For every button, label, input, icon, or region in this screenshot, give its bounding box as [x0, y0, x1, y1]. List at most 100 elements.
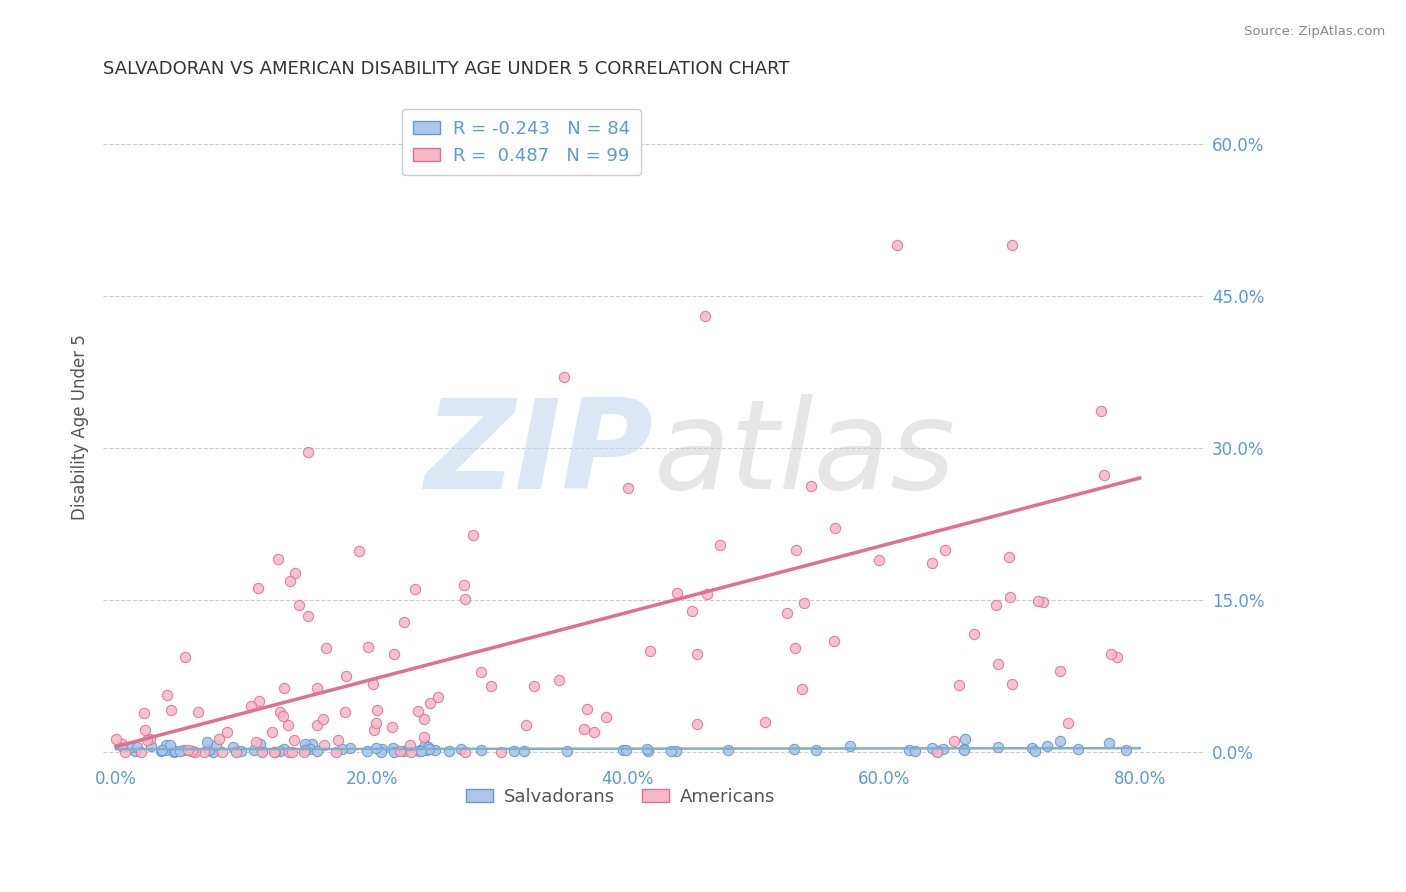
Point — [925, 745, 948, 759]
Point — [305, 718, 328, 732]
Point — [1026, 594, 1049, 608]
Point — [824, 521, 846, 535]
Point — [637, 744, 659, 758]
Point — [363, 723, 385, 737]
Point — [250, 745, 273, 759]
Point — [225, 745, 247, 759]
Point — [392, 744, 415, 758]
Point — [555, 744, 578, 758]
Point — [183, 745, 205, 759]
Point — [450, 742, 472, 756]
Point — [281, 745, 304, 759]
Point — [174, 649, 197, 664]
Point — [315, 641, 337, 656]
Point — [1094, 467, 1116, 482]
Point — [136, 733, 159, 747]
Point — [489, 745, 512, 759]
Point — [205, 738, 228, 752]
Point — [1115, 742, 1137, 756]
Point — [423, 743, 446, 757]
Point — [111, 737, 134, 751]
Point — [193, 745, 215, 759]
Point — [273, 741, 295, 756]
Point — [661, 744, 683, 758]
Point — [389, 744, 412, 758]
Point — [413, 731, 436, 745]
Point — [665, 586, 688, 600]
Point — [187, 705, 209, 719]
Y-axis label: Disability Age Under 5: Disability Age Under 5 — [72, 334, 89, 520]
Point — [273, 681, 295, 695]
Point — [800, 478, 823, 492]
Point — [617, 481, 640, 495]
Point — [934, 543, 956, 558]
Point — [717, 743, 740, 757]
Point — [284, 566, 307, 580]
Point — [370, 745, 392, 759]
Point — [155, 742, 177, 756]
Text: SALVADORAN VS AMERICAN DISABILITY AGE UNDER 5 CORRELATION CHART: SALVADORAN VS AMERICAN DISABILITY AGE UN… — [103, 60, 790, 78]
Point — [793, 596, 815, 610]
Point — [502, 744, 524, 758]
Point — [311, 713, 333, 727]
Point — [1032, 595, 1054, 609]
Point — [953, 731, 976, 746]
Point — [470, 742, 492, 756]
Point — [1097, 736, 1119, 750]
Point — [953, 743, 976, 757]
Text: atlas: atlas — [654, 393, 956, 515]
Point — [134, 723, 156, 738]
Point — [572, 722, 595, 736]
Point — [382, 740, 405, 755]
Point — [105, 732, 128, 747]
Point — [150, 742, 173, 756]
Point — [665, 744, 688, 758]
Point — [470, 665, 492, 679]
Point — [229, 744, 252, 758]
Point — [294, 743, 316, 757]
Point — [247, 694, 270, 708]
Point — [392, 615, 415, 629]
Point — [156, 688, 179, 702]
Point — [942, 734, 965, 748]
Point — [806, 743, 828, 757]
Point — [177, 743, 200, 757]
Point — [693, 309, 716, 323]
Point — [243, 743, 266, 757]
Point — [1021, 741, 1043, 756]
Point — [328, 733, 350, 747]
Point — [839, 739, 862, 753]
Point — [305, 744, 328, 758]
Point — [479, 679, 502, 693]
Point — [138, 732, 160, 747]
Point — [921, 556, 943, 570]
Point — [195, 734, 218, 748]
Point — [1067, 742, 1090, 756]
Point — [163, 745, 186, 759]
Legend: Salvadorans, Americans: Salvadorans, Americans — [458, 780, 782, 813]
Point — [277, 718, 299, 732]
Point — [1001, 677, 1024, 691]
Point — [614, 743, 637, 757]
Point — [305, 681, 328, 696]
Point — [278, 574, 301, 589]
Point — [357, 640, 380, 654]
Point — [269, 705, 291, 719]
Point — [399, 745, 422, 759]
Point — [415, 742, 437, 756]
Point — [249, 738, 271, 752]
Point — [381, 720, 404, 734]
Point — [754, 714, 776, 729]
Point — [454, 745, 477, 759]
Point — [553, 369, 575, 384]
Point — [139, 739, 162, 754]
Point — [260, 725, 283, 739]
Point — [283, 732, 305, 747]
Point — [454, 592, 477, 607]
Point — [364, 715, 387, 730]
Point — [921, 740, 943, 755]
Point — [149, 744, 172, 758]
Point — [576, 702, 599, 716]
Point — [1099, 648, 1122, 662]
Point — [612, 743, 634, 757]
